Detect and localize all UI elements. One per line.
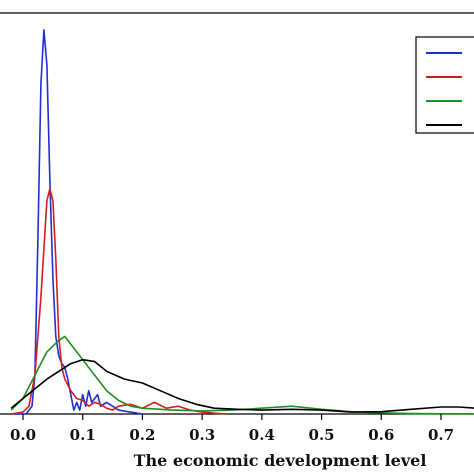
series-line-2	[10, 188, 227, 415]
legend-box	[415, 36, 474, 134]
x-tick-label: 0.7	[428, 426, 454, 444]
x-tick-label: 0.0	[10, 426, 36, 444]
x-tick-label: 0.6	[368, 426, 394, 444]
series-layer	[10, 29, 474, 415]
x-tick-label: 0.2	[129, 426, 155, 444]
x-axis-title: The economic development level	[134, 451, 427, 470]
x-tick-label: 0.5	[309, 426, 335, 444]
series-line-1	[11, 29, 143, 415]
series-line-4	[10, 358, 474, 413]
legend	[415, 36, 474, 134]
x-axis-ticks: 0.0 0.1 0.2 0.3 0.4 0.5 0.6 0.7	[10, 414, 454, 444]
x-tick-label: 0.1	[70, 426, 96, 444]
x-tick-label: 0.4	[249, 426, 275, 444]
x-tick-label: 0.3	[189, 426, 215, 444]
